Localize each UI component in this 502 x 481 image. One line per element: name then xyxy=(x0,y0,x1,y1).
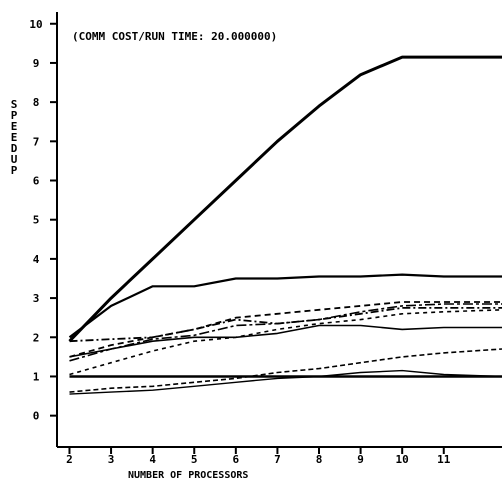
y-tick-label: 1 xyxy=(33,370,40,383)
y-axis-label-letter: P xyxy=(11,164,18,177)
y-tick-label: 2 xyxy=(33,331,40,344)
x-axis-label: NUMBER OF PROCESSORS xyxy=(128,470,248,481)
series-line-1 xyxy=(68,55,502,343)
x-tick-label: 3 xyxy=(108,453,115,466)
y-axis-label-letter: P xyxy=(11,109,18,122)
x-tick-label: 10 xyxy=(396,453,409,466)
y-tick-label: 9 xyxy=(33,57,40,70)
series-line-7 xyxy=(69,309,502,376)
x-tick-label: 2 xyxy=(66,453,73,466)
y-axis-label-letter: U xyxy=(11,153,18,166)
series-line-2 xyxy=(68,273,502,339)
x-tick-label: 11 xyxy=(437,453,451,466)
series-line-6 xyxy=(69,324,502,358)
series-line-5 xyxy=(69,303,502,362)
x-tick-label: 8 xyxy=(316,453,323,466)
y-tick-group: 0 1 2 3 4 5 6 7 8 9 10 xyxy=(29,18,57,423)
y-tick-label: 3 xyxy=(33,292,40,305)
y-tick-label: 8 xyxy=(33,96,40,109)
series-line-4 xyxy=(69,301,502,358)
x-tick-label: 7 xyxy=(274,453,281,466)
x-tick-label: 4 xyxy=(149,453,156,466)
x-tick-label: 6 xyxy=(233,453,240,466)
y-axis-label-letter: S xyxy=(11,98,18,111)
y-tick-label: 5 xyxy=(33,214,40,227)
series-group xyxy=(68,55,502,395)
y-tick-label: 0 xyxy=(33,410,40,423)
y-axis-label-letter: E xyxy=(11,131,18,144)
chart-title: (COMM COST/RUN TIME: 20.000000) xyxy=(72,30,277,43)
x-tick-group: 2 3 4 5 6 7 8 9 10 11 xyxy=(66,447,451,466)
y-tick-label: 7 xyxy=(33,135,40,148)
y-axis-label-letter: D xyxy=(11,142,18,155)
x-tick-label: 5 xyxy=(191,453,198,466)
y-axis-label-letter: E xyxy=(11,120,18,133)
y-tick-label: 10 xyxy=(29,18,42,31)
series-line-9 xyxy=(69,369,502,395)
series-line-8 xyxy=(69,348,502,393)
x-tick-label: 9 xyxy=(357,453,364,466)
y-tick-label: 6 xyxy=(33,175,40,188)
y-tick-label: 4 xyxy=(33,253,40,266)
